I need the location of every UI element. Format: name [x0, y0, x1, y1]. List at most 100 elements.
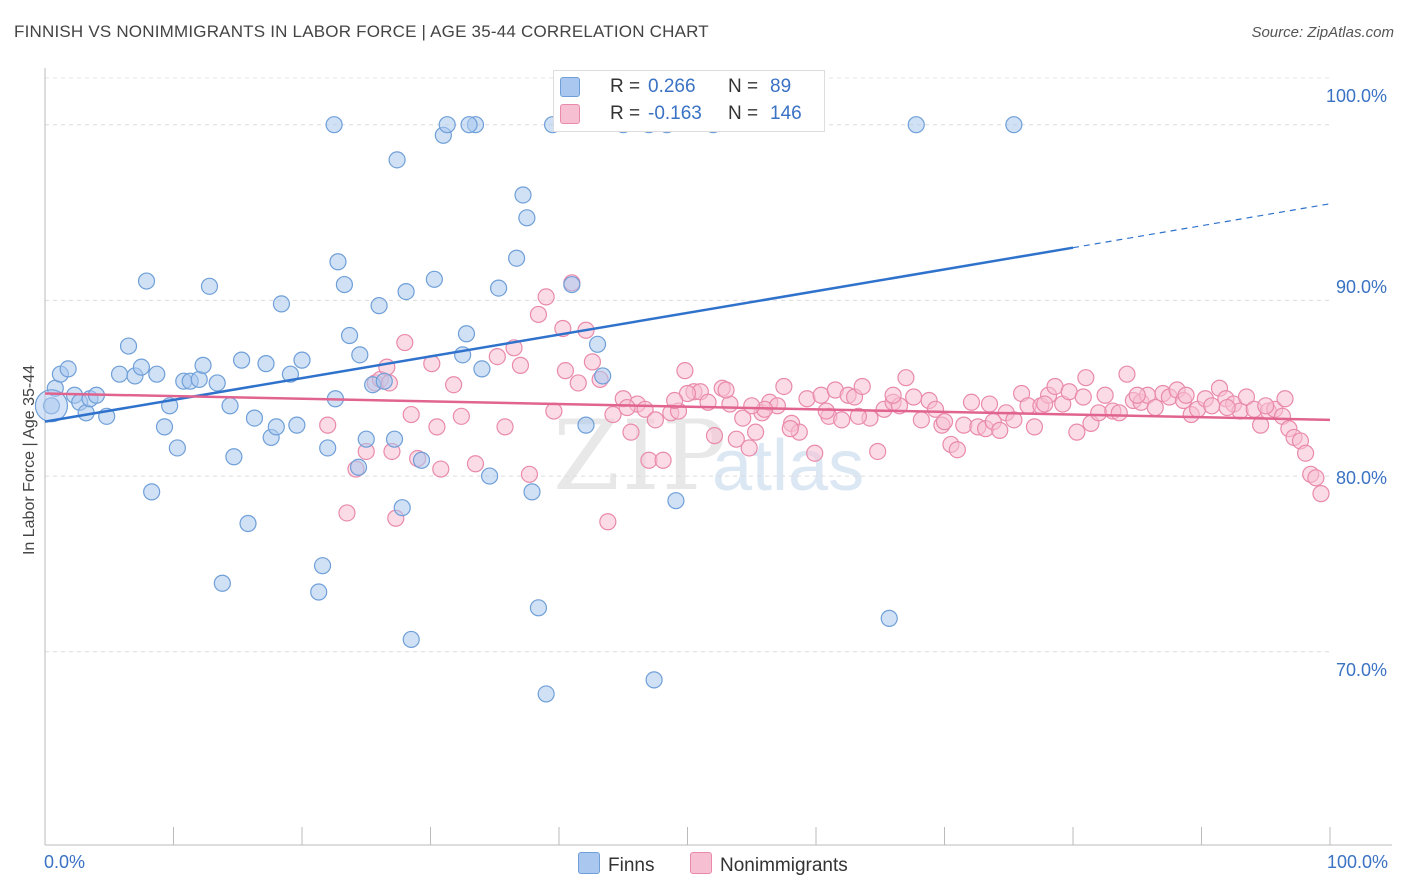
nonimm-trend-line [44, 392, 1331, 422]
nonimm-point-49 [727, 430, 745, 448]
finns-point-25 [208, 374, 226, 392]
source-label: Source: ZipAtlas.com [1251, 24, 1394, 41]
nonimm-point-104 [1118, 365, 1136, 383]
finns-trend-line [44, 246, 1074, 423]
nonimm-point-59 [798, 390, 816, 408]
finns-point-57 [412, 451, 431, 469]
nonimm-point-15 [452, 407, 470, 425]
nonimm-point-100 [1090, 404, 1108, 422]
chart-title: FINNISH VS NONIMMIGRANTS IN LABOR FORCE … [14, 22, 709, 41]
finns-point-41 [319, 439, 337, 457]
finns-point-55 [397, 283, 415, 301]
nonimm-point-75 [912, 411, 930, 429]
nonimm-swatch [560, 104, 580, 124]
finns-point-13 [132, 358, 150, 376]
bottom-legend: Finns Nonimmigrants [0, 852, 1406, 878]
finns-legend-swatch [578, 852, 600, 874]
nonimm-point-144 [428, 418, 446, 436]
nonimm-point-42 [676, 362, 694, 380]
nonimm-r-value: -0.163 [648, 103, 702, 124]
finns-point-29 [233, 351, 251, 369]
finns-point-64 [473, 360, 491, 378]
nonimm-point-31 [599, 513, 617, 531]
finns-point-32 [257, 355, 275, 373]
bottom-legend-finns[interactable]: Finns [578, 852, 654, 877]
finns-point-47 [351, 346, 369, 364]
nonimm-point-137 [935, 413, 954, 431]
nonimm-point-108 [1146, 398, 1164, 417]
nonimm-n-value: 146 [770, 103, 802, 124]
nonimm-legend-label: Nonimmigrants [720, 855, 848, 876]
nonimm-point-136 [1077, 369, 1095, 387]
finns-point-56 [402, 630, 420, 649]
nonimm-point-130 [1296, 444, 1315, 462]
finns-n-value: 89 [770, 76, 792, 97]
finns-point-62 [457, 325, 476, 343]
finns-point-3 [59, 360, 77, 378]
nonimm-point-50 [734, 409, 752, 427]
finns-r-value: 0.266 [648, 76, 696, 97]
nonimm-point-56 [775, 377, 793, 396]
nonimm-point-151 [1036, 395, 1054, 413]
y-tick-label-70: 70.0% [1336, 660, 1388, 680]
finns-point-51 [375, 372, 393, 390]
finns-point-38 [293, 351, 311, 369]
nonimm-point-60 [806, 444, 824, 462]
x-tick-label-min: 0.0% [44, 852, 86, 872]
finns-point-46 [349, 458, 368, 476]
finns-point-14 [137, 272, 156, 290]
finns-point-74 [563, 275, 581, 294]
nonimm-point-13 [432, 460, 450, 478]
finns-point-54 [393, 499, 411, 517]
x-tick-label-max: 100.0% [1327, 852, 1389, 872]
finns-r-label: R = [610, 76, 641, 97]
nonimm-point-77 [926, 400, 945, 418]
finns-point-81 [667, 492, 685, 510]
nonimm-point-155 [1177, 386, 1195, 404]
nonimm-point-80 [948, 441, 966, 459]
nonimm-point-150 [980, 395, 999, 413]
finns-trend-extension [1072, 203, 1331, 249]
nonimm-point-132 [1307, 469, 1325, 487]
nonimm-point-24 [545, 402, 563, 420]
finns-point-31 [245, 409, 264, 427]
finns-point-15 [143, 483, 161, 501]
finns-point-39 [310, 583, 328, 601]
nonimm-point-82 [962, 393, 981, 411]
nonimm-point-20 [511, 356, 530, 374]
nonimm-point-73 [897, 369, 915, 387]
finns-point-71 [529, 599, 548, 617]
finns-point-37 [288, 416, 306, 434]
finns-point-85 [1005, 116, 1023, 134]
finns-point-84 [907, 116, 925, 134]
finns-point-24 [200, 277, 219, 295]
nonimm-point-147 [884, 386, 902, 404]
nonimm-point-23 [537, 288, 555, 306]
nonimm-point-121 [1237, 388, 1256, 406]
finns-point-40 [313, 557, 332, 575]
finns-swatch [560, 77, 580, 97]
nonimm-point-74 [905, 388, 923, 406]
finns-point-67 [507, 249, 526, 267]
finns-point-77 [594, 367, 612, 385]
nonimm-point-69 [869, 442, 887, 461]
bottom-legend-nonimm[interactable]: Nonimmigrants [690, 852, 848, 877]
nonimm-point-116 [1203, 397, 1221, 415]
nonimm-point-134 [1276, 390, 1294, 408]
nonimm-point-123 [1252, 416, 1270, 434]
finns-point-34 [267, 418, 285, 436]
finns-point-58 [425, 270, 443, 288]
nonimm-point-103 [1110, 404, 1128, 422]
finns-point-43 [329, 253, 347, 271]
nonimm-point-16 [466, 455, 485, 473]
nonimm-point-21 [520, 465, 539, 483]
nonimm-point-29 [583, 353, 602, 371]
finns-point-66 [490, 279, 508, 297]
finns-point-87 [325, 116, 343, 134]
finns-point-52 [385, 430, 404, 448]
finns-point-16 [148, 365, 166, 383]
finns-point-69 [518, 209, 536, 227]
finns-point-23 [194, 356, 212, 374]
nonimm-point-133 [1312, 485, 1330, 503]
